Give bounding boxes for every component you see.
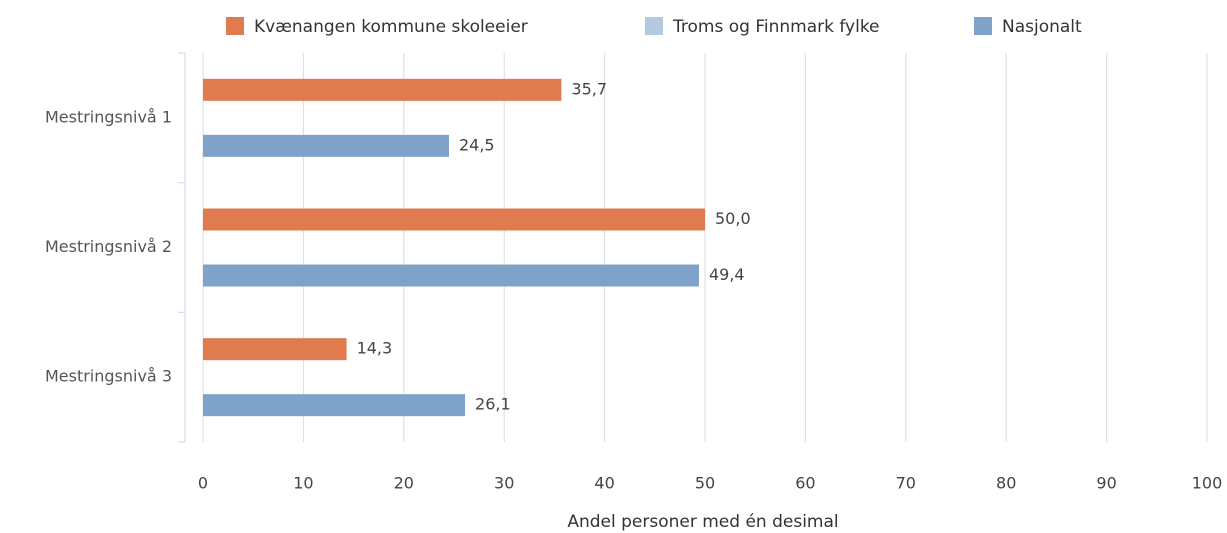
bar <box>203 134 449 157</box>
x-tick-label: 100 <box>1192 474 1223 493</box>
y-tick-label: Mestringsnivå 1 <box>45 107 172 126</box>
legend-label: Nasjonalt <box>1002 17 1082 37</box>
x-axis-title: Andel personer med én desimal <box>567 512 838 532</box>
x-tick-label: 80 <box>996 474 1016 493</box>
x-tick-label: 30 <box>494 474 514 493</box>
legend-label: Kvænangen kommune skoleeier <box>254 17 528 37</box>
bar <box>203 78 562 101</box>
value-label: 26,1 <box>475 395 511 414</box>
legend-swatch <box>226 17 244 35</box>
value-label: 14,3 <box>357 339 393 358</box>
legend-swatch <box>974 17 992 35</box>
y-tick-label: Mestringsnivå 3 <box>45 367 172 386</box>
y-tick-label: Mestringsnivå 2 <box>45 237 172 256</box>
bar <box>203 264 699 287</box>
legend-swatch <box>645 17 663 35</box>
legend-label: Troms og Finnmark fylke <box>672 17 880 37</box>
x-tick-label: 10 <box>293 474 313 493</box>
x-tick-label: 40 <box>594 474 614 493</box>
x-tick-label: 50 <box>695 474 715 493</box>
x-tick-label: 60 <box>795 474 815 493</box>
x-tick-label: 90 <box>1096 474 1116 493</box>
value-label: 35,7 <box>571 79 607 98</box>
value-label: 49,4 <box>709 265 745 284</box>
x-tick-label: 20 <box>394 474 414 493</box>
value-label: 24,5 <box>459 135 495 154</box>
x-tick-label: 0 <box>198 474 208 493</box>
x-tick-label: 70 <box>896 474 916 493</box>
value-label: 50,0 <box>715 209 751 228</box>
bar <box>203 208 705 231</box>
bar <box>203 338 347 361</box>
bar <box>203 394 466 417</box>
